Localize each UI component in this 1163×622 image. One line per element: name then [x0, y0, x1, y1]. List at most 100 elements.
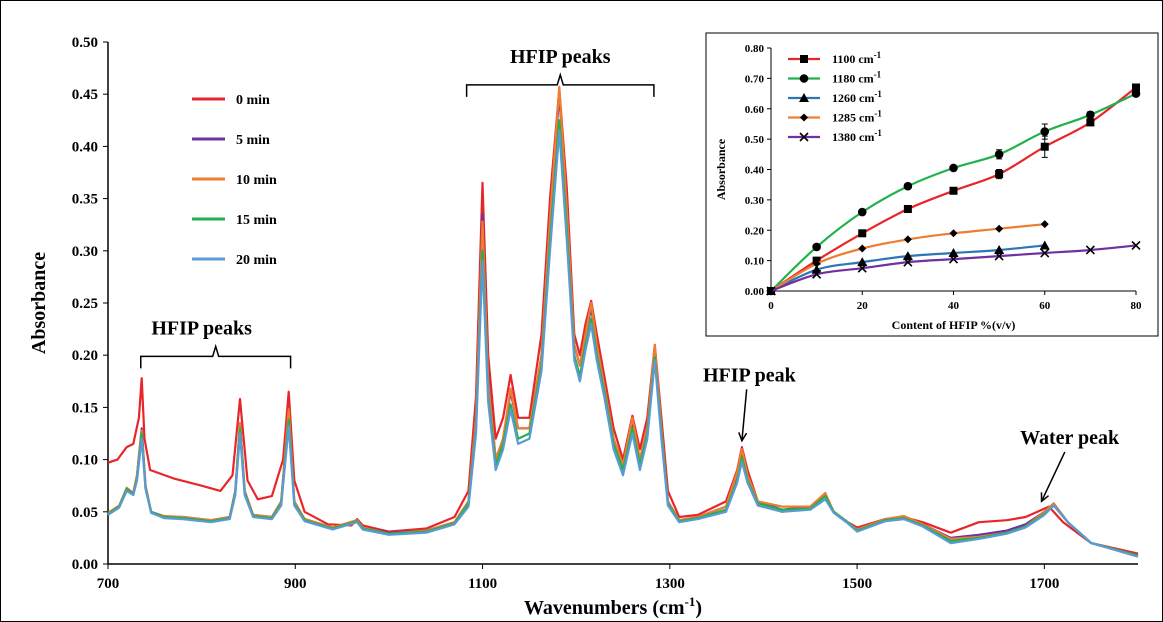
- inset-x-tick-label: 20: [857, 300, 869, 312]
- legend-label: 15 min: [236, 213, 277, 228]
- inset-legend-label: 1380 cm-1: [832, 128, 882, 144]
- inset-legend-label-main: 1380 cm: [832, 130, 874, 144]
- inset-data-point: [857, 207, 867, 217]
- inset-y-tick-label: 0.10: [745, 256, 765, 268]
- inset-data-point: [1132, 83, 1140, 92]
- inset-y-tick-label: 0.50: [745, 134, 765, 146]
- y-tick-label: 0.10: [72, 453, 98, 469]
- annotation-arrow-head: [738, 432, 748, 443]
- inset-legend-label-main: 1100 cm: [832, 52, 874, 66]
- inset-data-point: [948, 248, 959, 258]
- inset-data-point: [812, 242, 821, 252]
- inset-data-point: [812, 259, 821, 268]
- inset-data-point: [995, 170, 1004, 179]
- x-axis-title-unit: (cm: [652, 597, 685, 619]
- inset-legend-label-main: 1260 cm: [832, 91, 874, 105]
- inset-data-point: [949, 186, 958, 195]
- inset-y-tick-label: 0.80: [745, 43, 765, 55]
- inset-data-point: [903, 181, 913, 191]
- annotation-label: HFIP peaks: [510, 46, 611, 68]
- inset-legend-label: 1180 cm-1: [832, 70, 882, 86]
- series-line-20-min: [107, 129, 1139, 558]
- inset-data-point: [903, 235, 912, 244]
- y-tick-label: 0.15: [72, 400, 98, 416]
- inset-data-point: [766, 286, 776, 296]
- x-tick-label: 900: [284, 576, 307, 592]
- inset-data-point: [994, 251, 1004, 261]
- inset-data-point: [1040, 248, 1050, 258]
- inset-data-point: [1086, 110, 1095, 120]
- inset-legend-label-sup: -1: [874, 70, 882, 80]
- inset-legend-marker: [799, 132, 809, 142]
- inset-x-tick-label: 80: [1131, 300, 1143, 312]
- x-axis-title-unit-sup: -1: [685, 594, 696, 609]
- inset-x-tick-label: 0: [768, 300, 774, 312]
- legend-label: 10 min: [236, 173, 277, 188]
- x-tick-label: 1100: [468, 576, 497, 592]
- inset-legend-label: 1100 cm-1: [832, 50, 882, 66]
- inset-x-tick-label: 60: [1039, 300, 1051, 312]
- inset-y-axis-title: Absorbance: [714, 138, 728, 200]
- inset-data-point: [949, 229, 958, 238]
- y-tick-label: 0.45: [72, 87, 98, 103]
- inset-legend-label: 1260 cm-1: [832, 89, 882, 105]
- y-tick-label: 0.35: [72, 192, 98, 208]
- inset-legend-label-sup: -1: [874, 50, 882, 60]
- inset-data-point: [857, 257, 868, 267]
- inset-plot: 0.00 0.10 0.20 0.30 0.40 0.50 0.60 0.70 0.80 0 20 4…: [705, 32, 1159, 337]
- annotation-arrow: [741, 389, 748, 441]
- x-tick-label: 1300: [655, 576, 685, 592]
- inset-legend-label-main: 1285 cm: [832, 111, 874, 125]
- inset-x-tick-label: 40: [948, 300, 960, 312]
- inset-data-point: [1040, 127, 1050, 136]
- y-tick-label: 0.00: [72, 557, 98, 573]
- y-tick-label: 0.25: [72, 296, 98, 312]
- inset-legend-marker: [799, 74, 809, 83]
- inset-y-tick-label: 0.00: [745, 286, 765, 298]
- inset-data-point: [903, 257, 913, 267]
- y-axis-title: Absorbance: [28, 252, 50, 354]
- y-tick-label: 0.40: [72, 139, 98, 155]
- inset-legend-label-main: 1180 cm: [832, 72, 874, 86]
- annotation-label: HFIP peaks: [151, 317, 252, 339]
- inset-legend-label-sup: -1: [874, 128, 882, 138]
- inset-x-axis-title: Content of HFIP %(v/v): [892, 318, 1016, 332]
- annotation-label: HFIP peak: [703, 364, 797, 386]
- inset-y-tick-label: 0.30: [745, 195, 765, 207]
- inset-legend-label-sup: -1: [874, 109, 882, 119]
- legend-label: 20 min: [236, 253, 277, 268]
- inset-data-point: [1086, 118, 1095, 127]
- annotation-bracket: [465, 72, 655, 97]
- y-tick-label: 0.50: [72, 35, 98, 51]
- inset-data-point: [1039, 240, 1050, 250]
- inset-legend-label: 1285 cm-1: [832, 109, 882, 125]
- annotation-label: Water peak: [1020, 427, 1120, 449]
- inset-data-point: [1131, 89, 1141, 98]
- inset-data-point: [995, 224, 1004, 233]
- x-axis-title: Wavenumbers (cm-1): [524, 594, 702, 619]
- inset-data-point: [994, 244, 1005, 254]
- annotation-arrow: [1040, 451, 1066, 502]
- legend-label: 5 min: [236, 133, 270, 148]
- inset-data-point: [857, 263, 867, 273]
- inset-legend-marker: [800, 113, 808, 122]
- annotation-arrow-head: [1040, 492, 1050, 503]
- inset-data-point: [948, 254, 959, 264]
- y-tick-label: 0.30: [72, 244, 98, 260]
- inset-legend-label-sup: -1: [874, 89, 882, 99]
- inset-y-tick-label: 0.40: [745, 165, 765, 177]
- x-tick-label: 1700: [1029, 576, 1059, 592]
- x-tick-label: 1500: [842, 576, 872, 592]
- inset-data-point: [812, 269, 822, 279]
- inset-data-point: [858, 229, 867, 238]
- inset-data-point: [1131, 240, 1141, 251]
- inset-legend-marker: [799, 93, 809, 102]
- main-plot: 0.00 0.05 0.10 0.15 0.20 0.25 0.30 0.35 0.40 0.45…: [28, 35, 1139, 619]
- inset-data-point: [994, 150, 1004, 159]
- y-tick-label: 0.05: [72, 505, 98, 521]
- inset-data-point: [949, 163, 958, 173]
- annotation-bracket: [140, 343, 292, 369]
- inset-y-tick-label: 0.70: [745, 73, 765, 85]
- inset-data-point: [1040, 142, 1049, 151]
